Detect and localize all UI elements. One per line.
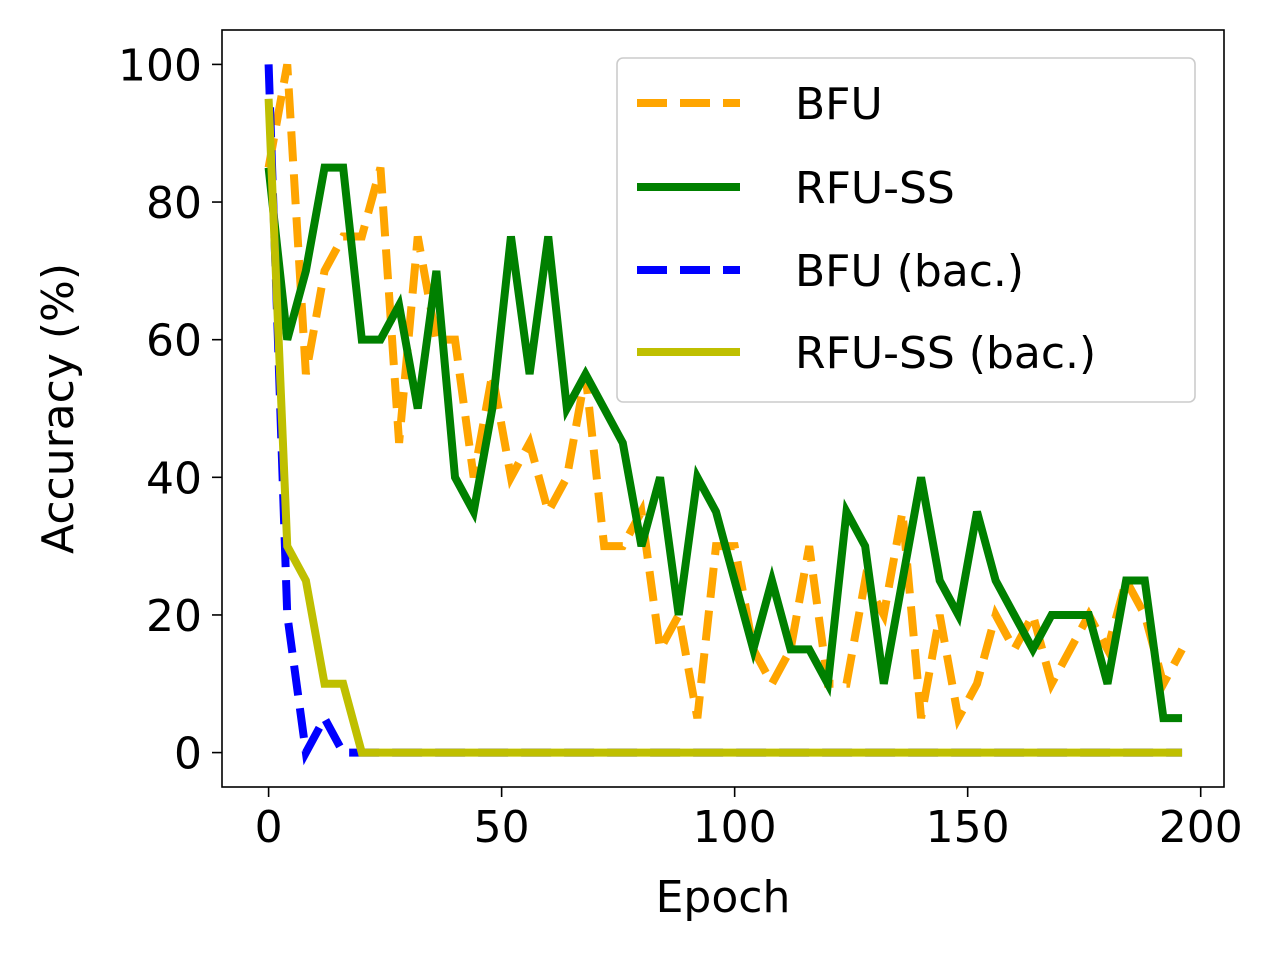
- legend-label-bfu: BFU: [795, 79, 883, 130]
- x-tick-label: 200: [1159, 802, 1243, 853]
- legend-label-rfu-ss-bac: RFU-SS (bac.): [795, 328, 1096, 379]
- series-line-rfu-ss: [264, 163, 1183, 723]
- y-tick-label: 80: [146, 178, 202, 229]
- axes-frame: [221, 29, 1225, 788]
- y-tick-label: 0: [174, 729, 202, 780]
- y-tick-label: 100: [118, 40, 202, 91]
- legend: BFU RFU-SS BFU (bac.) RFU-SS (bac.): [616, 57, 1196, 403]
- legend-label-rfu-ss: RFU-SS: [795, 163, 955, 214]
- x-axis-ticks: 0 50 100 150 200: [255, 787, 1243, 853]
- x-tick-label: 50: [474, 802, 530, 853]
- x-tick-label: 150: [926, 802, 1010, 853]
- series-line-rfu-ss-bac: [264, 98, 1183, 757]
- x-tick-label: 100: [693, 802, 777, 853]
- y-tick-label: 20: [146, 591, 202, 642]
- y-tick-label: 60: [146, 316, 202, 367]
- legend-box: [616, 57, 1196, 403]
- legend-entries: BFU RFU-SS BFU (bac.) RFU-SS (bac.): [637, 79, 1096, 379]
- y-axis-label: Accuracy (%): [33, 263, 84, 554]
- y-axis-ticks: 0 20 40 60 80 100: [118, 40, 222, 780]
- legend-label-bfu-bac: BFU (bac.): [795, 246, 1024, 297]
- x-axis-label: Epoch: [656, 872, 791, 923]
- series-lines: [264, 63, 1186, 766]
- y-tick-label: 40: [146, 453, 202, 504]
- x-tick-label: 0: [255, 802, 283, 853]
